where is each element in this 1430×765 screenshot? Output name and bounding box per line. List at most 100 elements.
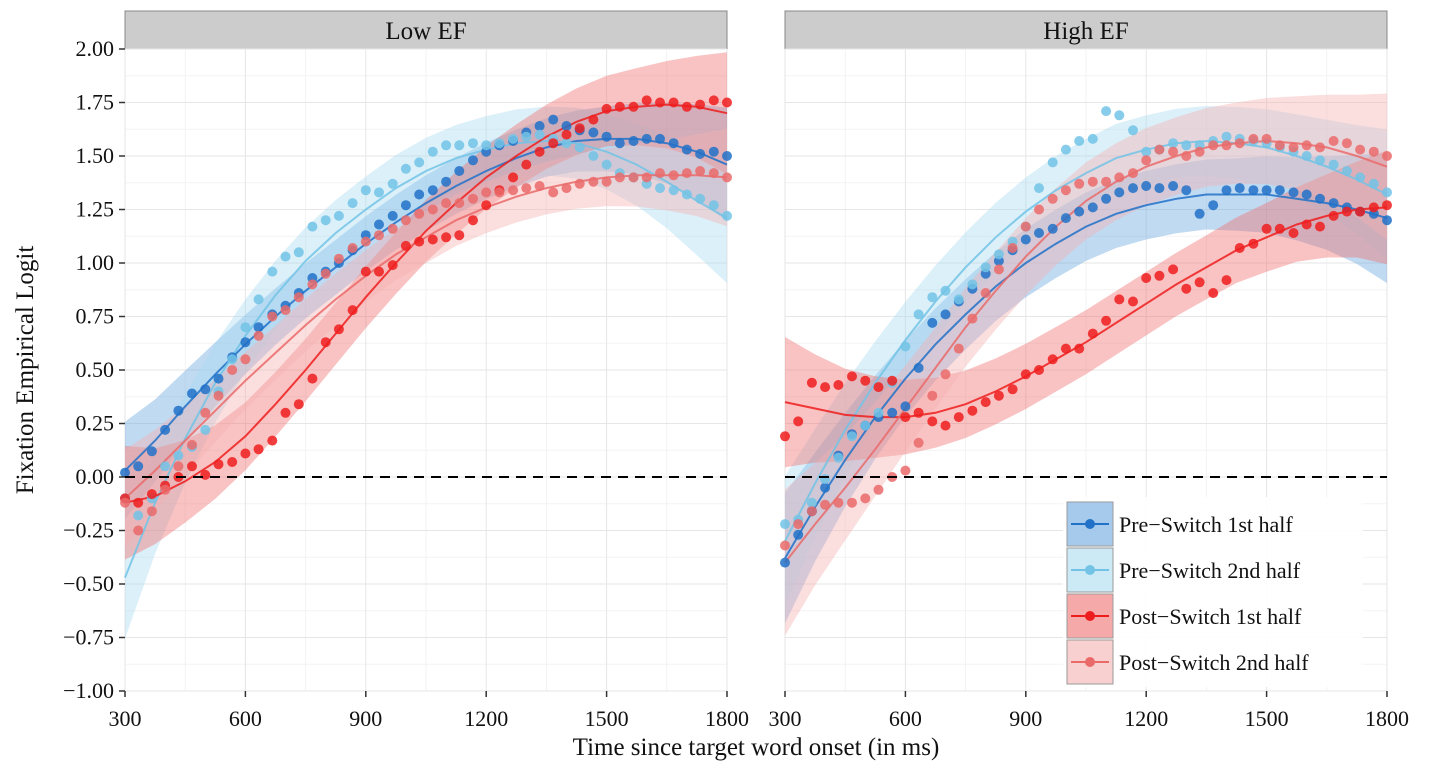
data-point-pre-switch-1st-half xyxy=(1141,181,1152,191)
data-point-pre-switch-1st-half xyxy=(1288,187,1299,198)
data-point-pre-switch-2nd-half xyxy=(347,198,358,209)
data-point-pre-switch-1st-half xyxy=(133,461,144,472)
fit-line-pre-switch-2nd-half xyxy=(124,139,728,578)
data-point-pre-switch-1st-half xyxy=(468,155,478,166)
data-point-pre-switch-2nd-half xyxy=(133,510,144,521)
data-point-pre-switch-1st-half xyxy=(1382,215,1392,226)
data-point-post-switch-2nd-half xyxy=(780,540,790,551)
data-point-pre-switch-2nd-half xyxy=(360,185,371,196)
data-point-post-switch-1st-half xyxy=(227,457,238,467)
data-point-post-switch-2nd-half xyxy=(1288,142,1299,153)
data-point-pre-switch-2nd-half xyxy=(1114,110,1125,121)
data-point-pre-switch-2nd-half xyxy=(1301,151,1312,161)
fit-line-post-switch-1st-half xyxy=(124,103,728,504)
panel-low-ef-fit-lines xyxy=(124,103,728,578)
data-point-post-switch-2nd-half xyxy=(548,187,559,198)
data-point-post-switch-1st-half xyxy=(200,469,211,480)
data-point-post-switch-2nd-half xyxy=(993,264,1004,275)
data-point-pre-switch-1st-half xyxy=(213,373,224,384)
confidence-band-pre-switch-1st-half xyxy=(125,102,727,520)
data-point-pre-switch-1st-half xyxy=(1074,206,1085,217)
data-point-post-switch-1st-half xyxy=(320,337,331,348)
data-point-pre-switch-1st-half xyxy=(722,151,732,161)
data-point-post-switch-1st-half xyxy=(481,200,492,211)
x-tick-label: 1200 xyxy=(1124,706,1168,731)
panel-low-ef: Low EF xyxy=(120,10,732,692)
data-point-post-switch-1st-half xyxy=(780,431,790,442)
confidence-band-pre-switch-2nd-half xyxy=(785,106,1387,607)
data-point-pre-switch-2nd-half xyxy=(253,294,264,305)
data-point-pre-switch-1st-half xyxy=(187,388,197,399)
data-point-post-switch-2nd-half xyxy=(833,497,844,508)
fit-line-pre-switch-2nd-half xyxy=(784,139,1388,542)
data-point-post-switch-1st-half xyxy=(993,390,1004,401)
legend-label-pre-switch-1st-half: Pre−Switch 1st half xyxy=(1119,512,1293,537)
data-point-pre-switch-1st-half xyxy=(913,362,924,373)
panel-low-ef-title: Low EF xyxy=(385,18,466,45)
data-point-pre-switch-1st-half xyxy=(427,185,438,196)
data-point-post-switch-2nd-half xyxy=(534,181,545,191)
data-point-pre-switch-2nd-half xyxy=(1341,166,1352,176)
data-point-pre-switch-2nd-half xyxy=(993,249,1004,260)
data-point-post-switch-1st-half xyxy=(668,97,679,108)
data-point-post-switch-1st-half xyxy=(722,97,732,108)
data-point-post-switch-1st-half xyxy=(360,266,371,277)
panel-high-ef-grid xyxy=(784,48,1388,692)
data-point-pre-switch-2nd-half xyxy=(601,159,612,170)
data-point-post-switch-1st-half xyxy=(1368,202,1379,213)
data-point-post-switch-2nd-half xyxy=(1341,138,1352,149)
data-point-post-switch-2nd-half xyxy=(454,198,465,209)
data-point-post-switch-1st-half xyxy=(614,101,625,112)
data-point-pre-switch-2nd-half xyxy=(521,131,532,142)
data-point-post-switch-1st-half xyxy=(806,377,817,388)
panel-high-ef-fit-lines xyxy=(784,139,1388,564)
data-point-pre-switch-2nd-half xyxy=(1141,146,1152,157)
data-point-post-switch-2nd-half xyxy=(1060,185,1071,196)
data-point-post-switch-2nd-half xyxy=(374,230,384,241)
data-point-post-switch-2nd-half xyxy=(441,198,452,209)
data-point-post-switch-2nd-half xyxy=(1382,151,1392,161)
y-tick-label: 0.25 xyxy=(76,411,115,436)
data-point-post-switch-2nd-half xyxy=(708,168,719,179)
data-point-post-switch-1st-half xyxy=(293,399,304,410)
data-point-post-switch-1st-half xyxy=(307,373,318,384)
data-point-post-switch-1st-half xyxy=(1060,343,1071,354)
data-point-pre-switch-2nd-half xyxy=(655,183,665,194)
data-point-pre-switch-2nd-half xyxy=(1128,125,1138,136)
data-point-pre-switch-2nd-half xyxy=(940,285,951,296)
data-point-pre-switch-2nd-half xyxy=(1168,138,1179,149)
data-point-post-switch-1st-half xyxy=(267,435,278,446)
data-point-pre-switch-2nd-half xyxy=(913,309,924,320)
data-point-post-switch-2nd-half xyxy=(1087,176,1098,187)
x-tick-label: 1800 xyxy=(705,706,749,731)
data-point-post-switch-1st-half xyxy=(1301,219,1312,230)
confidence-band-post-switch-1st-half xyxy=(785,150,1387,468)
data-point-post-switch-2nd-half xyxy=(574,178,585,189)
data-point-pre-switch-1st-half xyxy=(681,144,692,155)
data-point-pre-switch-1st-half xyxy=(1248,185,1259,196)
data-point-pre-switch-1st-half xyxy=(1315,193,1325,204)
data-point-post-switch-2nd-half xyxy=(806,506,817,517)
data-point-post-switch-2nd-half xyxy=(1194,146,1205,157)
data-point-post-switch-1st-half xyxy=(280,407,291,418)
data-point-post-switch-1st-half xyxy=(1141,273,1152,283)
data-point-pre-switch-2nd-half xyxy=(173,450,184,461)
data-point-pre-switch-1st-half xyxy=(1181,185,1192,196)
data-point-pre-switch-2nd-half xyxy=(681,189,692,200)
data-point-post-switch-2nd-half xyxy=(481,187,492,198)
data-point-pre-switch-2nd-half xyxy=(307,221,318,232)
data-point-post-switch-2nd-half xyxy=(133,525,144,536)
data-point-pre-switch-1st-half xyxy=(614,138,625,149)
data-point-post-switch-1st-half xyxy=(213,459,224,470)
data-point-post-switch-2nd-half xyxy=(200,407,211,418)
data-point-post-switch-1st-half xyxy=(347,305,358,316)
data-point-post-switch-2nd-half xyxy=(427,204,438,215)
data-point-post-switch-2nd-half xyxy=(900,465,911,476)
data-point-post-switch-2nd-half xyxy=(387,223,398,234)
data-point-post-switch-2nd-half xyxy=(588,176,599,187)
data-point-post-switch-2nd-half xyxy=(695,166,706,176)
y-tick-label: 0.00 xyxy=(76,464,115,489)
fit-line-pre-switch-1st-half xyxy=(124,137,728,472)
confidence-band-pre-switch-2nd-half xyxy=(125,106,727,639)
data-point-post-switch-2nd-half xyxy=(173,461,184,472)
